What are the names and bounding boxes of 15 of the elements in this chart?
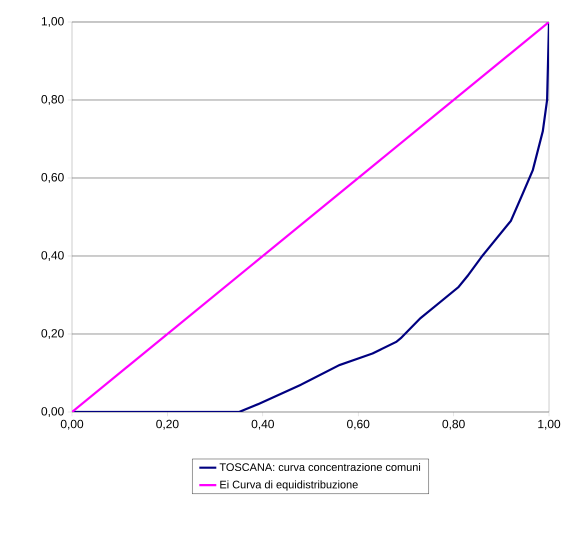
y-tick-label: 1,00	[42, 17, 64, 27]
x-tick-label: 0,60	[347, 420, 370, 430]
legend-label: TOSCANA: curva concentrazione comuni	[220, 462, 420, 472]
legend-label: Ei Curva di equidistribuzione	[220, 480, 358, 491]
x-tick-label: 0,80	[442, 420, 465, 430]
y-tick-label: 0,60	[41, 173, 64, 183]
y-tick-label: 0,20	[41, 329, 64, 339]
y-tick-label: 0,80	[41, 95, 64, 105]
line-series	[72, 22, 550, 412]
x-tick-label: 1,00	[538, 420, 560, 430]
x-tick-label: 0,00	[60, 420, 84, 430]
y-tick-label: 0,40	[41, 251, 64, 261]
x-tick-label: 0,20	[156, 420, 179, 430]
y-tick-label: 0,00	[41, 407, 64, 417]
x-tick-label: 0,40	[252, 420, 274, 430]
